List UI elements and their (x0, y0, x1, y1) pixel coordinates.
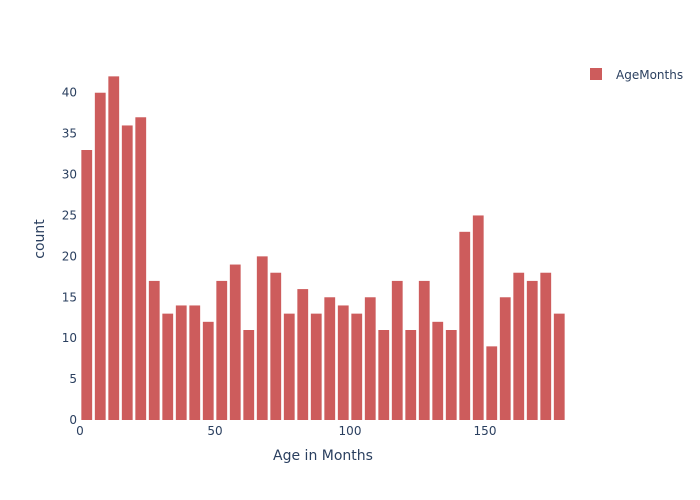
bar-140[interactable] (459, 231, 471, 420)
y-tick-label: 35 (62, 127, 77, 141)
x-axis-title: Age in Months (273, 448, 373, 464)
bar-65[interactable] (256, 256, 268, 420)
bar-50[interactable] (216, 280, 228, 420)
bars-layer (81, 76, 565, 421)
x-axis-ticks: 0 50 100 150 (76, 424, 496, 438)
legend-label: AgeMonths (616, 68, 683, 82)
y-tick-label: 40 (62, 86, 77, 100)
y-tick-label: 0 (69, 413, 77, 427)
bar-60[interactable] (243, 330, 255, 420)
bar-55[interactable] (229, 264, 241, 420)
bar-70[interactable] (270, 272, 282, 420)
y-tick-label: 5 (69, 372, 77, 386)
bar-170[interactable] (540, 272, 552, 420)
bar-35[interactable] (175, 305, 187, 420)
bar-40[interactable] (189, 305, 201, 420)
bar-135[interactable] (445, 330, 457, 420)
bar-115[interactable] (391, 280, 403, 420)
bar-15[interactable] (121, 125, 133, 421)
bar-120[interactable] (405, 330, 417, 420)
y-tick-label: 20 (62, 249, 77, 263)
bar-105[interactable] (364, 297, 376, 420)
bar-0[interactable] (81, 150, 93, 420)
y-tick-label: 15 (62, 290, 77, 304)
legend-swatch (590, 68, 602, 80)
y-tick-label: 25 (62, 208, 77, 222)
bar-75[interactable] (283, 313, 295, 420)
bar-80[interactable] (297, 289, 309, 420)
x-tick-label: 100 (339, 424, 362, 438)
bar-165[interactable] (526, 280, 538, 420)
bar-45[interactable] (202, 321, 214, 420)
bar-130[interactable] (432, 321, 444, 420)
bar-25[interactable] (148, 280, 160, 420)
bar-145[interactable] (472, 215, 484, 420)
y-axis-ticks: 0 5 10 15 20 25 30 35 40 (62, 86, 77, 427)
bar-150[interactable] (486, 346, 498, 420)
y-tick-label: 30 (62, 168, 77, 182)
bar-85[interactable] (310, 313, 322, 420)
x-tick-label: 150 (474, 424, 497, 438)
bar-5[interactable] (94, 92, 106, 421)
y-axis-title: count (32, 219, 48, 259)
x-tick-label: 0 (76, 424, 84, 438)
bar-100[interactable] (351, 313, 363, 420)
bar-110[interactable] (378, 330, 390, 420)
bar-30[interactable] (162, 313, 174, 420)
x-tick-label: 50 (207, 424, 222, 438)
bar-10[interactable] (108, 76, 120, 420)
bar-90[interactable] (324, 297, 336, 420)
bar-155[interactable] (499, 297, 511, 420)
bar-160[interactable] (513, 272, 525, 420)
bar-175[interactable] (553, 313, 565, 420)
y-tick-label: 10 (62, 331, 77, 345)
bar-95[interactable] (337, 305, 349, 420)
bar-125[interactable] (418, 280, 430, 420)
bar-20[interactable] (135, 117, 147, 420)
legend[interactable]: AgeMonths (590, 68, 683, 82)
